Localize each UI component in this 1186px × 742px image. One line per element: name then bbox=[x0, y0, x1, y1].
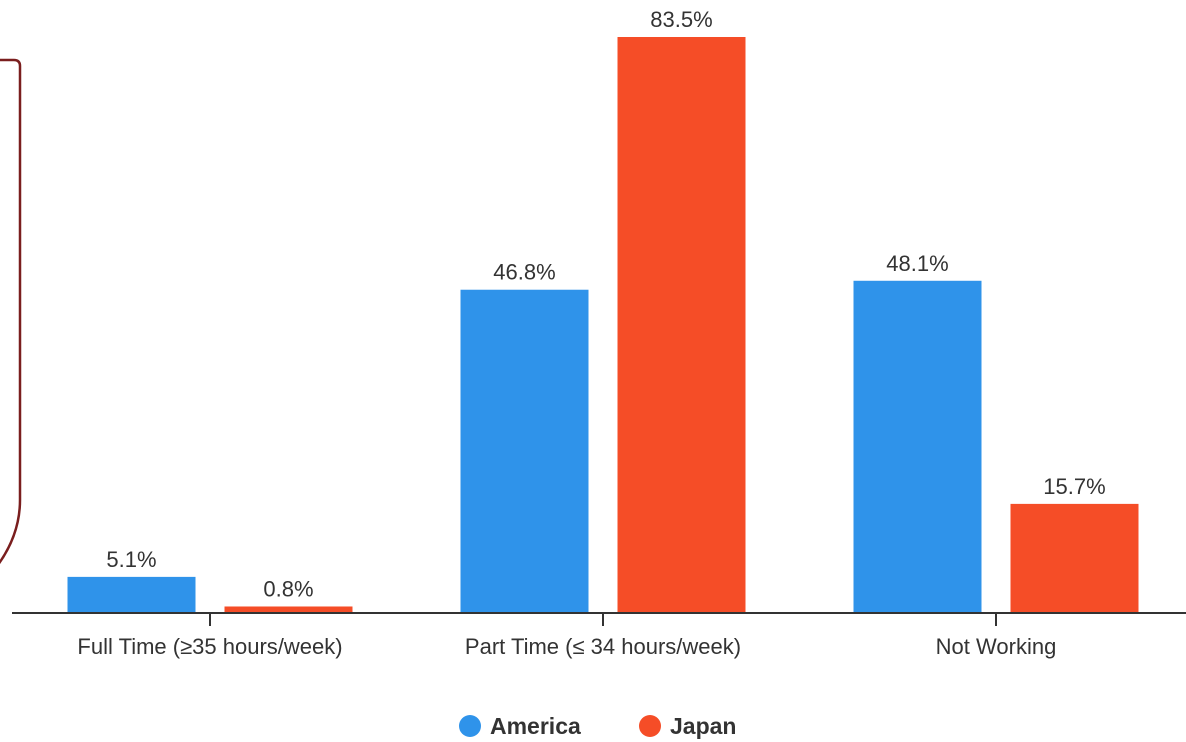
data-label-america-0: 5.1% bbox=[106, 547, 156, 572]
x-tick-label-0: Full Time (≥35 hours/week) bbox=[77, 634, 342, 659]
legend-label-america: America bbox=[490, 713, 581, 739]
legend-swatch-japan bbox=[639, 715, 661, 737]
bar-japan-1 bbox=[617, 37, 746, 612]
data-label-america-1: 46.8% bbox=[493, 260, 555, 285]
legend-swatch-america bbox=[459, 715, 481, 737]
data-label-japan-2: 15.7% bbox=[1043, 474, 1105, 499]
bar-america-1 bbox=[460, 289, 589, 612]
x-axis-ticks: Full Time (≥35 hours/week) Part Time (≤ 3… bbox=[77, 612, 1056, 659]
x-tick-label-1: Part Time (≤ 34 hours/week) bbox=[465, 634, 741, 659]
data-label-japan-0: 0.8% bbox=[263, 576, 313, 601]
data-label-japan-1: 83.5% bbox=[650, 7, 712, 32]
legend: America Japan bbox=[459, 713, 736, 739]
bar-america-2 bbox=[853, 280, 982, 612]
bar-japan-0 bbox=[224, 606, 353, 612]
callout-frame bbox=[0, 58, 22, 565]
labels-layer: 5.1% 0.8% 46.8% 83.5% 48.1% 15.7% bbox=[106, 7, 1105, 601]
bar-america-0 bbox=[67, 576, 196, 612]
legend-label-japan: Japan bbox=[670, 713, 736, 739]
bars-layer bbox=[67, 37, 1139, 612]
data-label-america-2: 48.1% bbox=[886, 251, 948, 276]
x-tick-label-2: Not Working bbox=[936, 634, 1057, 659]
bar-japan-2 bbox=[1010, 503, 1139, 612]
